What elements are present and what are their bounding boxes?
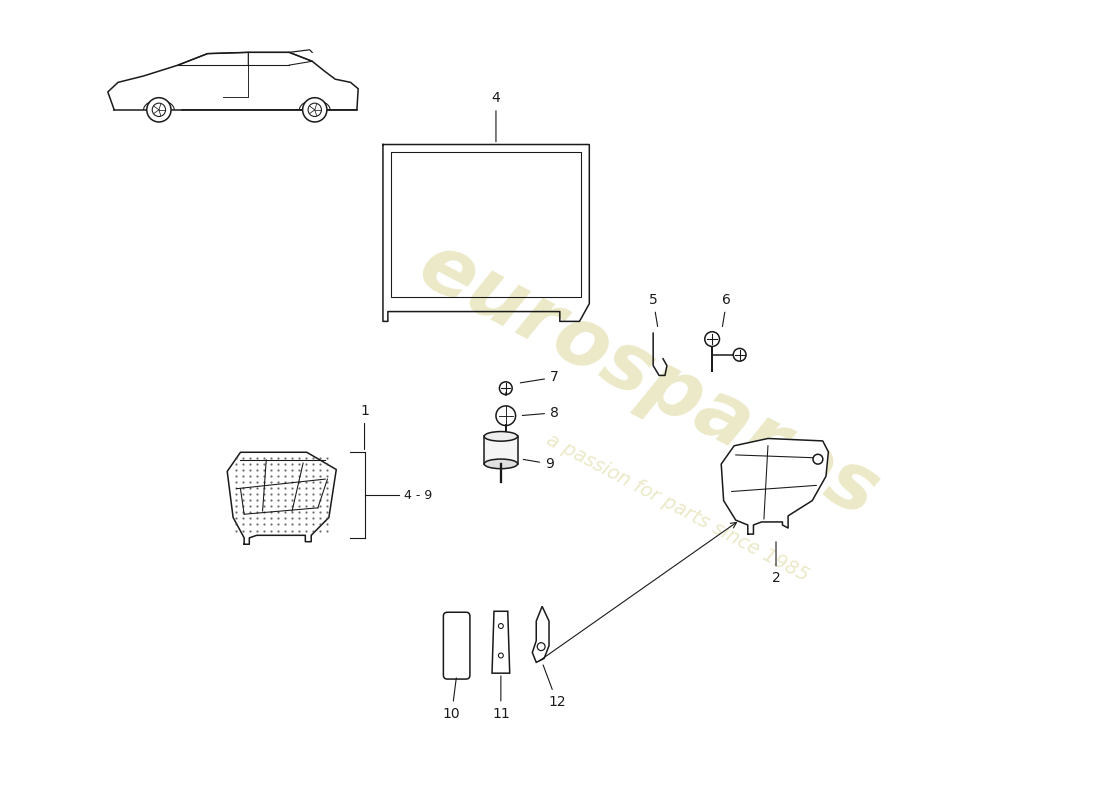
- Circle shape: [537, 642, 546, 650]
- Bar: [484, 436, 518, 464]
- Circle shape: [705, 332, 719, 346]
- Polygon shape: [722, 438, 828, 534]
- Polygon shape: [532, 606, 549, 662]
- Circle shape: [813, 454, 823, 464]
- Text: 7: 7: [520, 370, 559, 384]
- Circle shape: [146, 98, 170, 122]
- Text: 2: 2: [771, 542, 780, 586]
- Text: 8: 8: [522, 406, 559, 420]
- Text: 1: 1: [360, 404, 368, 450]
- Polygon shape: [228, 452, 337, 544]
- Circle shape: [734, 349, 746, 361]
- Text: 9: 9: [524, 457, 554, 471]
- Text: eurospares: eurospares: [405, 226, 891, 534]
- Circle shape: [498, 623, 504, 629]
- Circle shape: [498, 653, 504, 658]
- Circle shape: [302, 98, 327, 122]
- Text: 5: 5: [649, 293, 658, 326]
- Text: 12: 12: [543, 665, 565, 709]
- Ellipse shape: [484, 459, 518, 469]
- Text: 6: 6: [723, 293, 732, 326]
- Circle shape: [496, 406, 516, 426]
- Polygon shape: [492, 611, 509, 673]
- Ellipse shape: [484, 431, 518, 441]
- Text: 4: 4: [492, 91, 500, 142]
- Circle shape: [499, 382, 513, 394]
- Text: 11: 11: [492, 676, 509, 721]
- FancyBboxPatch shape: [443, 612, 470, 679]
- Text: 4 - 9: 4 - 9: [404, 489, 432, 502]
- Text: 10: 10: [443, 678, 461, 721]
- Text: a passion for parts since 1985: a passion for parts since 1985: [543, 430, 812, 586]
